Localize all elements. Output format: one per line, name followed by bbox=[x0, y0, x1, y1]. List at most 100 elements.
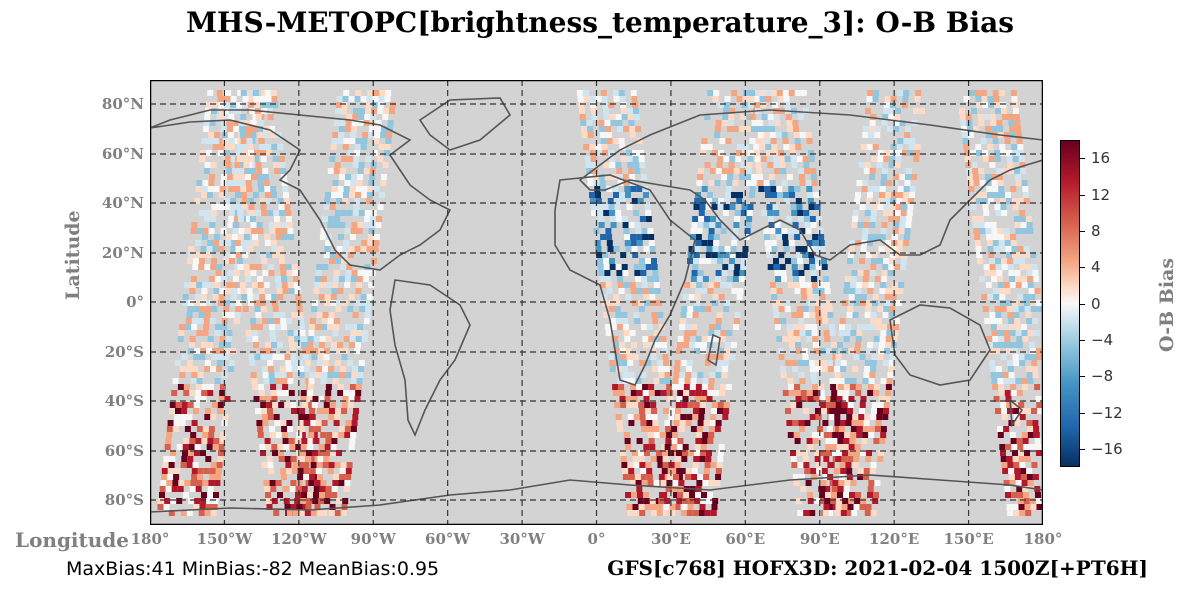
obs-pixel bbox=[785, 360, 792, 366]
obs-pixel bbox=[903, 234, 910, 240]
obs-pixel bbox=[1001, 414, 1008, 420]
obs-pixel bbox=[220, 432, 227, 438]
graticule bbox=[150, 80, 1043, 525]
obs-pixel bbox=[243, 264, 250, 270]
obs-pixel bbox=[320, 282, 327, 288]
obs-pixel bbox=[612, 390, 619, 396]
obs-pixel bbox=[676, 396, 683, 402]
obs-pixel bbox=[764, 138, 771, 144]
obs-pixel bbox=[583, 96, 590, 102]
obs-pixel bbox=[609, 162, 616, 168]
obs-pixel bbox=[870, 414, 877, 420]
obs-pixel bbox=[311, 306, 318, 312]
obs-pixel bbox=[765, 144, 772, 150]
obs-pixel bbox=[990, 270, 997, 276]
obs-pixel bbox=[628, 168, 635, 174]
obs-pixel bbox=[256, 174, 263, 180]
obs-pixel bbox=[656, 450, 662, 456]
obs-pixel bbox=[888, 312, 895, 318]
obs-pixel bbox=[787, 126, 794, 132]
obs-pixel bbox=[673, 492, 679, 498]
obs-pixel bbox=[857, 468, 864, 474]
obs-pixel bbox=[617, 378, 624, 384]
obs-pixel bbox=[661, 348, 668, 354]
obs-pixel bbox=[379, 192, 385, 198]
obs-pixel bbox=[837, 384, 844, 390]
obs-pixel bbox=[1030, 252, 1037, 258]
obs-pixel bbox=[641, 228, 648, 234]
obs-pixel bbox=[798, 318, 805, 324]
obs-pixel bbox=[826, 402, 833, 408]
obs-pixel bbox=[640, 420, 647, 426]
obs-pixel bbox=[320, 276, 327, 282]
obs-pixel bbox=[346, 360, 353, 366]
obs-pixel bbox=[182, 444, 189, 450]
obs-pixel bbox=[280, 468, 287, 474]
obs-pixel bbox=[823, 432, 830, 438]
obs-pixel bbox=[854, 198, 861, 204]
obs-pixel bbox=[385, 90, 392, 96]
obs-pixel bbox=[259, 144, 266, 150]
obs-pixel bbox=[372, 150, 378, 156]
obs-pixel bbox=[898, 282, 905, 288]
obs-pixel bbox=[609, 264, 616, 270]
obs-pixel bbox=[200, 300, 206, 306]
obs-pixel bbox=[372, 246, 379, 252]
obs-pixel bbox=[625, 192, 631, 198]
obs-pixel bbox=[765, 96, 772, 102]
obs-pixel bbox=[774, 318, 781, 324]
obs-pixel bbox=[691, 372, 698, 378]
obs-pixel bbox=[189, 438, 196, 444]
obs-pixel bbox=[885, 384, 892, 390]
obs-pixel bbox=[894, 162, 901, 168]
obs-pixel bbox=[342, 396, 349, 402]
obs-pixel bbox=[714, 180, 721, 186]
obs-pixel bbox=[344, 276, 351, 282]
obs-pixel bbox=[639, 414, 646, 420]
obs-pixel bbox=[217, 96, 224, 102]
obs-pixel bbox=[181, 354, 188, 360]
obs-pixel bbox=[620, 252, 627, 258]
obs-pixel bbox=[904, 126, 911, 132]
obs-pixel bbox=[983, 210, 990, 216]
obs-pixel bbox=[975, 96, 982, 102]
obs-pixel bbox=[842, 450, 848, 456]
obs-pixel bbox=[347, 156, 354, 162]
obs-pixel bbox=[235, 246, 242, 252]
obs-pixel bbox=[986, 240, 993, 246]
obs-pixel bbox=[1017, 342, 1023, 348]
obs-pixel bbox=[266, 252, 273, 258]
obs-pixel bbox=[635, 276, 642, 282]
obs-pixel bbox=[663, 366, 670, 372]
obs-pixel bbox=[750, 126, 757, 132]
obs-pixel bbox=[694, 396, 701, 402]
obs-pixel bbox=[881, 270, 888, 276]
obs-pixel bbox=[211, 102, 218, 108]
obs-pixel bbox=[746, 114, 753, 120]
obs-pixel bbox=[252, 336, 259, 342]
obs-pixel bbox=[331, 486, 338, 492]
obs-pixel bbox=[676, 468, 683, 474]
obs-pixel bbox=[629, 282, 636, 288]
obs-pixel bbox=[214, 480, 221, 486]
obs-pixel bbox=[856, 282, 863, 288]
obs-pixel bbox=[643, 192, 649, 198]
obs-pixel bbox=[1028, 288, 1035, 294]
obs-pixel bbox=[237, 258, 243, 264]
obs-pixel bbox=[350, 426, 357, 432]
obs-pixel bbox=[778, 252, 785, 258]
obs-pixel bbox=[865, 204, 872, 210]
obs-pixel bbox=[375, 222, 382, 228]
obs-pixel bbox=[746, 210, 753, 216]
obs-pixel bbox=[792, 120, 799, 126]
obs-pixel bbox=[236, 150, 242, 156]
obs-pixel bbox=[867, 342, 873, 348]
obs-pixel bbox=[354, 300, 360, 306]
obs-pixel bbox=[621, 108, 627, 114]
obs-pixel bbox=[848, 498, 855, 504]
obs-pixel bbox=[758, 186, 765, 192]
obs-pixel bbox=[694, 300, 700, 306]
obs-pixel bbox=[170, 498, 177, 504]
obs-pixel bbox=[248, 96, 255, 102]
obs-pixel bbox=[285, 264, 292, 270]
